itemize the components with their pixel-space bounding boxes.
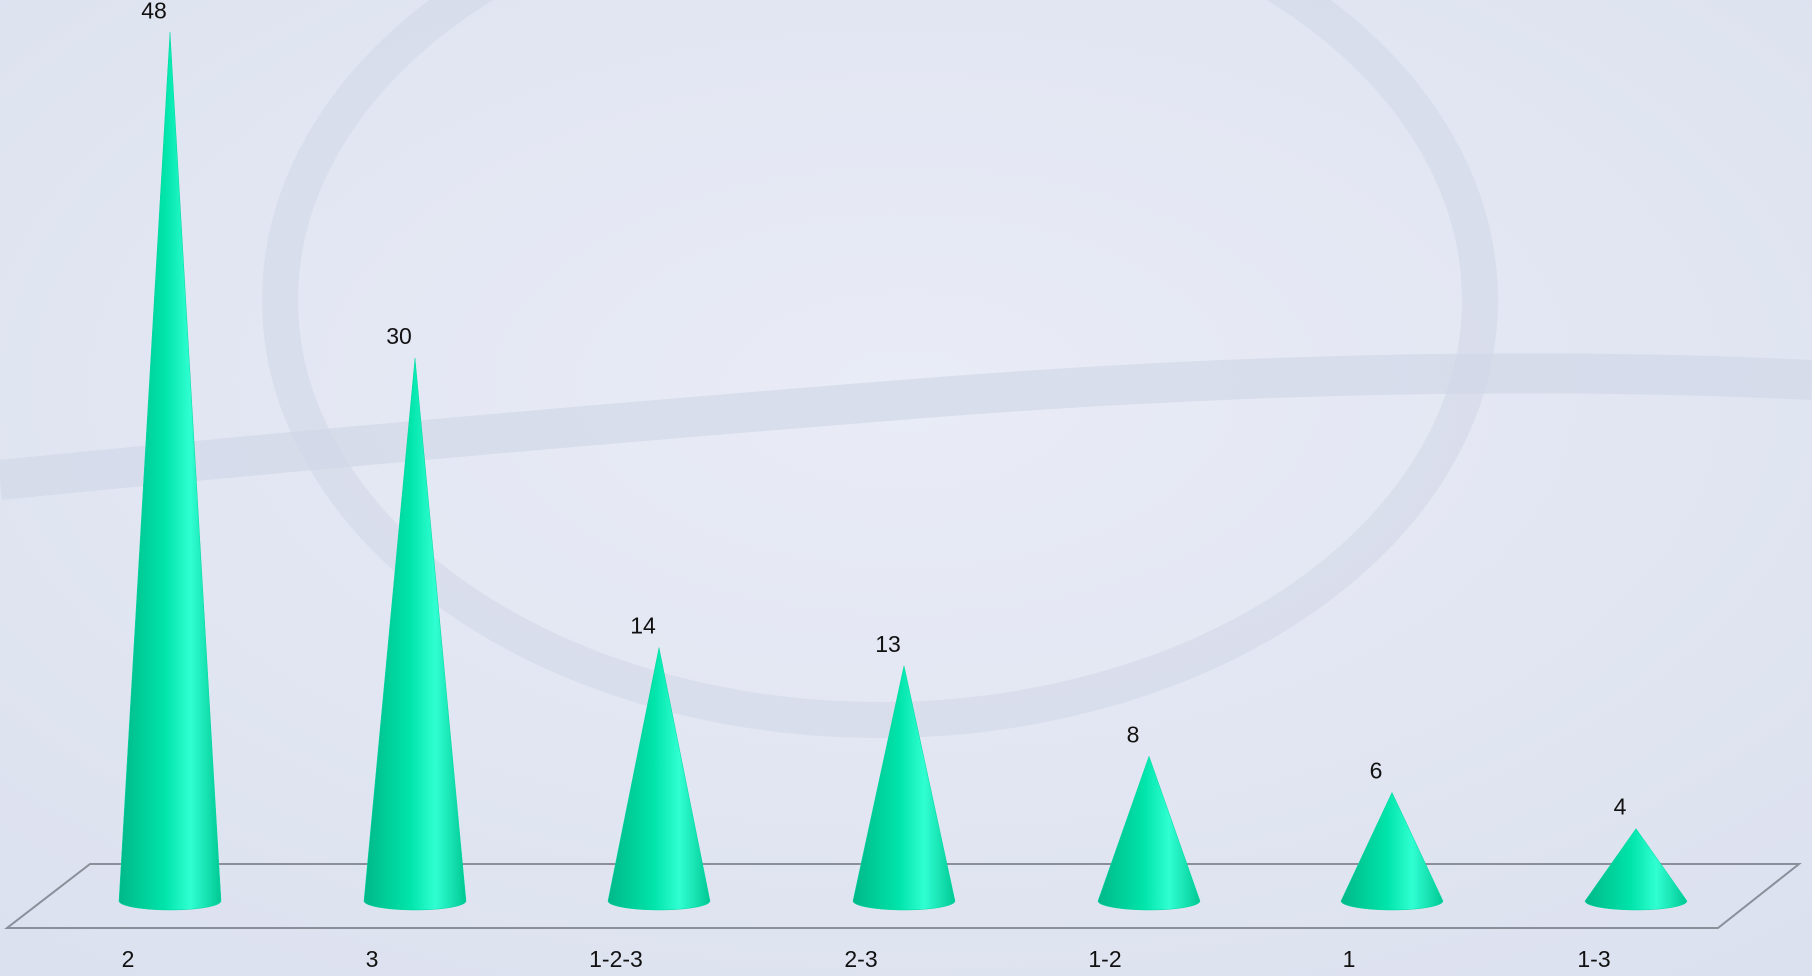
cone [118, 32, 222, 911]
cone [852, 665, 956, 911]
cone [1097, 755, 1201, 911]
x-tick-label: 1-2-3 [589, 946, 643, 972]
x-tick-label: 2-3 [844, 946, 877, 972]
value-label: 14 [630, 613, 656, 639]
x-tick-label: 3 [366, 946, 379, 972]
value-label: 30 [386, 323, 412, 349]
x-tick-label: 1 [1343, 946, 1356, 972]
value-label: 48 [141, 0, 167, 23]
cone [1584, 828, 1688, 911]
cone [363, 357, 467, 911]
cone [607, 647, 711, 911]
value-label: 4 [1614, 794, 1627, 820]
value-label: 6 [1370, 757, 1383, 783]
x-tick-label: 1-3 [1577, 946, 1610, 972]
x-tick-label: 1-2 [1088, 946, 1121, 972]
x-tick-label: 2 [122, 946, 135, 972]
cone [1340, 791, 1444, 911]
background-decor [262, 0, 1498, 738]
value-label: 13 [875, 631, 901, 657]
background-decor [0, 353, 1812, 500]
floor [4, 863, 1802, 929]
value-label: 8 [1127, 721, 1140, 747]
